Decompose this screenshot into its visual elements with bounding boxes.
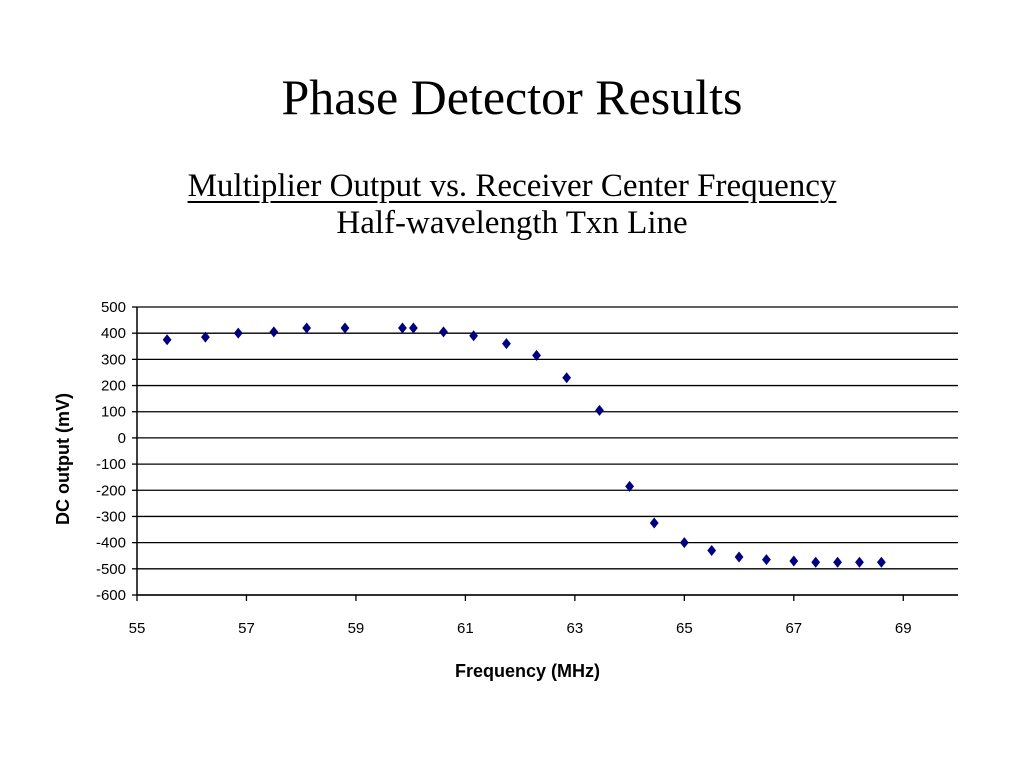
x-tick-label: 69 [895,620,912,637]
data-point [789,555,799,567]
data-point [595,404,604,416]
data-point [439,326,448,338]
data-point [162,334,172,346]
y-tick-label: 500 [101,299,126,316]
data-point [876,556,886,568]
y-tick-label: -500 [96,561,126,578]
chart-heading: Multiplier Output vs. Receiver Center Fr… [0,168,1024,242]
slide-title: Phase Detector Results [281,69,743,125]
data-point [625,480,634,492]
y-tick-label: -400 [96,535,126,552]
data-point [469,330,479,342]
data-point [734,551,744,563]
x-tick-label: 65 [676,620,693,637]
chart-title: Multiplier Output vs. Receiver Center Fr… [187,168,837,204]
chart-subtitle: Half-wavelength Txn Line [336,204,688,241]
x-tick-label: 55 [129,620,146,637]
data-point [562,372,572,384]
axes [136,307,958,596]
data-point [201,331,210,343]
y-tick-label: -200 [96,482,126,499]
x-tick-label: 57 [238,620,255,637]
x-tick-label: 67 [785,620,802,637]
x-axis-label: Frequency (MHz) [455,661,600,681]
data-point [409,322,418,334]
x-tick-label: 61 [457,620,474,637]
y-tick-label: -100 [96,456,126,473]
data-point [707,544,717,556]
data-point [532,349,541,361]
data-point [340,322,350,334]
data-point [302,322,312,334]
data-point [855,556,864,568]
data-point [233,327,243,339]
y-axis-ticks: 500 400 300 200 100 0 -100 -200 -300 -400 -500 -600 [96,299,137,604]
y-tick-label: -300 [96,508,126,525]
y-tick-label: 300 [101,351,126,368]
data-point [502,338,511,350]
y-tick-label: 400 [101,325,126,342]
x-tick-label: 63 [567,620,584,637]
y-axis-label: DC output (mV) [53,393,73,525]
gridlines [137,306,958,596]
data-point [269,326,279,338]
y-tick-label: -600 [96,587,126,604]
data-point [649,517,659,529]
y-tick-label: 0 [118,430,126,447]
data-point [811,556,821,568]
x-tick-label: 59 [348,620,365,637]
data-point [762,554,771,566]
y-tick-label: 200 [101,378,126,395]
x-axis-ticks: 55 57 59 61 63 65 67 69 [129,595,912,637]
y-tick-label: 100 [101,404,126,421]
data-points [162,322,886,568]
data-point [679,537,689,549]
data-point [833,556,842,568]
data-point [398,322,407,334]
